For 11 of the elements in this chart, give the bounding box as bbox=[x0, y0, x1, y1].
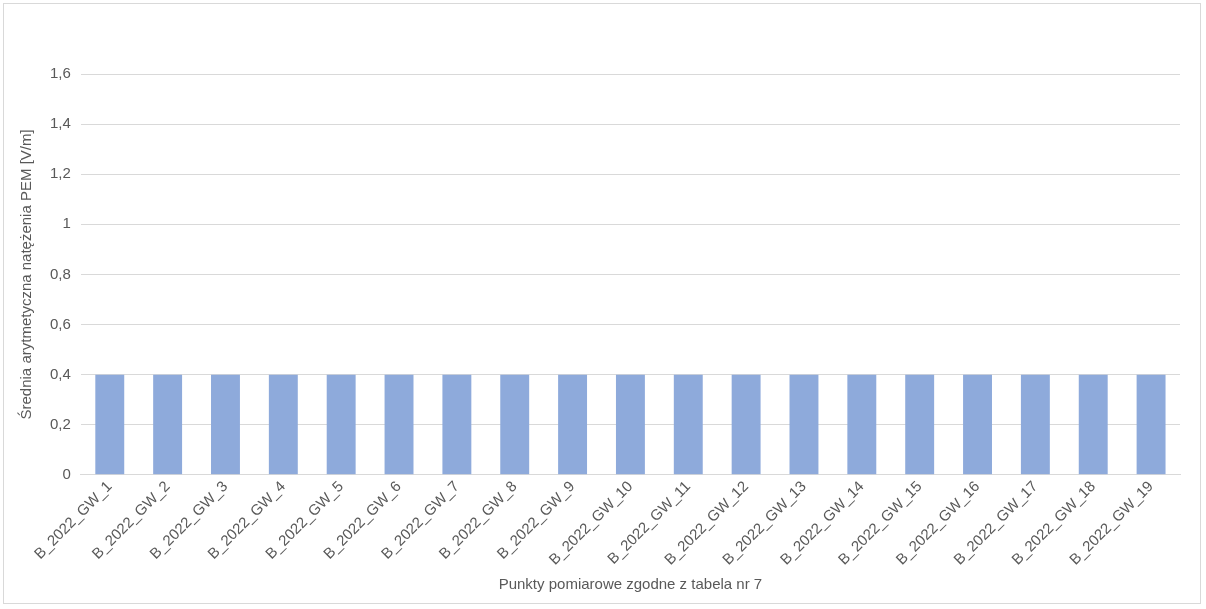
y-tick-label: 1,2 bbox=[49, 164, 71, 182]
y-axis-title: Średnia arytmetyczna natężenia PEM [V/m] bbox=[17, 129, 35, 420]
y-tick-label: 1,6 bbox=[49, 64, 71, 82]
y-tick-label: 1 bbox=[62, 214, 71, 232]
y-tick-label: 0,8 bbox=[49, 264, 71, 282]
y-tick-label: 0,6 bbox=[49, 314, 71, 332]
y-tick-label: 1,4 bbox=[49, 114, 71, 132]
x-axis-title: Punkty pomiarowe zgodne z tabela nr 7 bbox=[498, 575, 763, 593]
y-tick-label: 0 bbox=[62, 464, 71, 482]
y-tick-label: 0,2 bbox=[49, 414, 71, 432]
y-tick-label: 0,4 bbox=[49, 364, 71, 382]
